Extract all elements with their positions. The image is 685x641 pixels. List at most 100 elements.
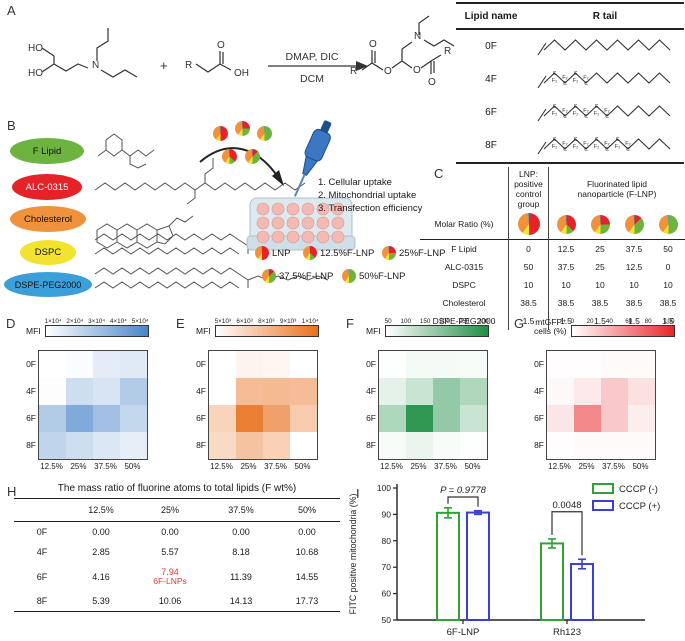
reaction-scheme: HO HO N + R O OH R O O N O O R DMAP, DIC…: [28, 15, 455, 88]
pie-50f-lnp: [342, 269, 356, 283]
c-label: C: [594, 104, 598, 110]
heatmap-cell: [601, 405, 628, 432]
pie-12-5f-lnp: [303, 246, 317, 260]
heatmap-cell: [66, 432, 93, 459]
c-label: C: [584, 81, 588, 87]
heatmap-row-labels: 0F 4F 6F 8F: [12, 350, 36, 458]
colorbar: [44, 325, 149, 337]
colorbar-tick: 1×10⁴: [301, 318, 319, 325]
heatmap-cell: [263, 432, 290, 459]
p-value-label: P = 0.9778: [440, 485, 487, 496]
heatmap-cell: [574, 351, 601, 378]
heatmap-cell: [379, 432, 406, 459]
f2-label: F₂: [583, 141, 589, 147]
heatmap-cell: [263, 405, 290, 432]
heatmap-row-labels: 0F 4F 6F 8F: [182, 350, 206, 458]
f2-label: F₂: [593, 111, 599, 117]
significance-bracket: [551, 511, 583, 556]
atom-n: N: [92, 60, 99, 71]
colorbar-tick: 8×10³: [258, 318, 275, 325]
heatmap-cell: [460, 351, 487, 378]
pie-12-5f-lnp: [222, 149, 237, 164]
heatmap-col-label: 25%: [70, 462, 87, 471]
heatmap-col-labels: 12.5% 25% 37.5% 50%: [546, 462, 654, 471]
c-label: C: [573, 137, 577, 143]
colorbar-tick: 40: [605, 318, 613, 325]
component-oval-f-lipid: F Lipid: [10, 138, 84, 164]
heatmap-cell: [433, 378, 460, 405]
heatmap-col-label: 25%: [410, 462, 427, 471]
lipid-table-header-rtail: R tail: [592, 10, 618, 22]
heatmap-row-label: 6F: [196, 412, 206, 423]
heatmap-col-label: 37.5%: [264, 462, 287, 471]
heatmap-cell: [433, 405, 460, 432]
heatmap-cell: [93, 432, 120, 459]
heatmap-cell: [460, 432, 487, 459]
heatmap-cell: [628, 378, 655, 405]
heatmap-cell: [290, 405, 317, 432]
colorbar-tick: 9×10³: [279, 318, 297, 325]
heatmap-row-label: 0F: [196, 358, 206, 369]
f2-label: F₂: [604, 141, 610, 147]
pie-37-5f-lnp: [245, 149, 260, 164]
heatmap-panel-e: E MFI 5×10³ 6×10³ 8×10³ 9×10³ 1×10⁴ 0F 4F 6F 8F…: [174, 316, 342, 476]
panel-b-artwork: [94, 120, 356, 289]
c-label: C: [573, 71, 577, 77]
c-label: C: [563, 147, 567, 153]
c-label: C: [605, 147, 609, 153]
heatmap-row-labels: 0F 4F 6F 8F: [352, 350, 376, 458]
heatmap-row-label: 0F: [26, 358, 36, 369]
f2-label: F₂: [572, 78, 578, 84]
heatmap-cell: [120, 432, 147, 459]
y-tick-label: 60: [382, 589, 392, 599]
atom-o: O: [217, 40, 225, 51]
bar: [466, 511, 490, 621]
atom-ho: HO: [28, 68, 43, 79]
heatmap-col-label: 50%: [124, 462, 141, 471]
molar-ratio-table: LNP: positive control group Fluorinated …: [420, 167, 685, 330]
heatmap-cell: [601, 378, 628, 405]
legend-item-50: 50%F-LNP: [342, 269, 405, 283]
heatmap-cell: [236, 351, 263, 378]
atom-o: O: [428, 77, 436, 88]
pie-37-5f-lnp: [262, 269, 276, 283]
legend-swatch: [592, 483, 614, 494]
heatmap-row-label: 8F: [196, 439, 206, 450]
component-oval-dspe-peg2000: DSPE-PEG2000: [4, 272, 92, 297]
pie-lnp: [517, 213, 540, 235]
f2-label: F₂: [583, 108, 589, 114]
heatmap-cell: [66, 378, 93, 405]
pie-lnp: [213, 126, 228, 141]
f2-label: F₂: [625, 141, 631, 147]
colorbar-ticks: 0 20 40 60 80 100: [571, 316, 675, 325]
heatmap-grid: [208, 350, 318, 460]
heatmap-row-label: 6F: [366, 412, 376, 423]
c-label: C: [573, 104, 577, 110]
legend-item-lnp: LNP: [255, 246, 290, 260]
bar: [540, 542, 564, 621]
atom-o: O: [369, 39, 377, 50]
heatmap-cell: [601, 351, 628, 378]
group1-line2: control group: [515, 189, 542, 209]
c-label: C: [626, 147, 630, 153]
component-oval-cholesterol: Cholesterol: [10, 206, 86, 232]
atom-r: R: [185, 60, 192, 71]
c-label: C: [605, 114, 609, 120]
c-label: C: [563, 81, 567, 87]
heatmap-col-label: 12.5%: [548, 462, 571, 471]
highlight-note: 6F-LNPs: [153, 576, 187, 586]
f2-label: F₂: [583, 75, 589, 81]
atom-o: O: [413, 65, 421, 76]
heatmap-cell: [460, 405, 487, 432]
heatmap-col-label: 12.5%: [210, 462, 233, 471]
pie-37-5f-lnp: [624, 214, 644, 234]
atom-r: R: [444, 46, 451, 57]
panel-i-label: I: [356, 486, 360, 501]
heatmap-cell: [574, 405, 601, 432]
bar: [570, 563, 594, 621]
colorbar-label: MFI: [196, 326, 211, 336]
colorbar-tick: 250: [458, 318, 470, 325]
heatmap-cell: [574, 432, 601, 459]
heatmap-cell: [39, 405, 66, 432]
heatmap-cell: [209, 405, 236, 432]
